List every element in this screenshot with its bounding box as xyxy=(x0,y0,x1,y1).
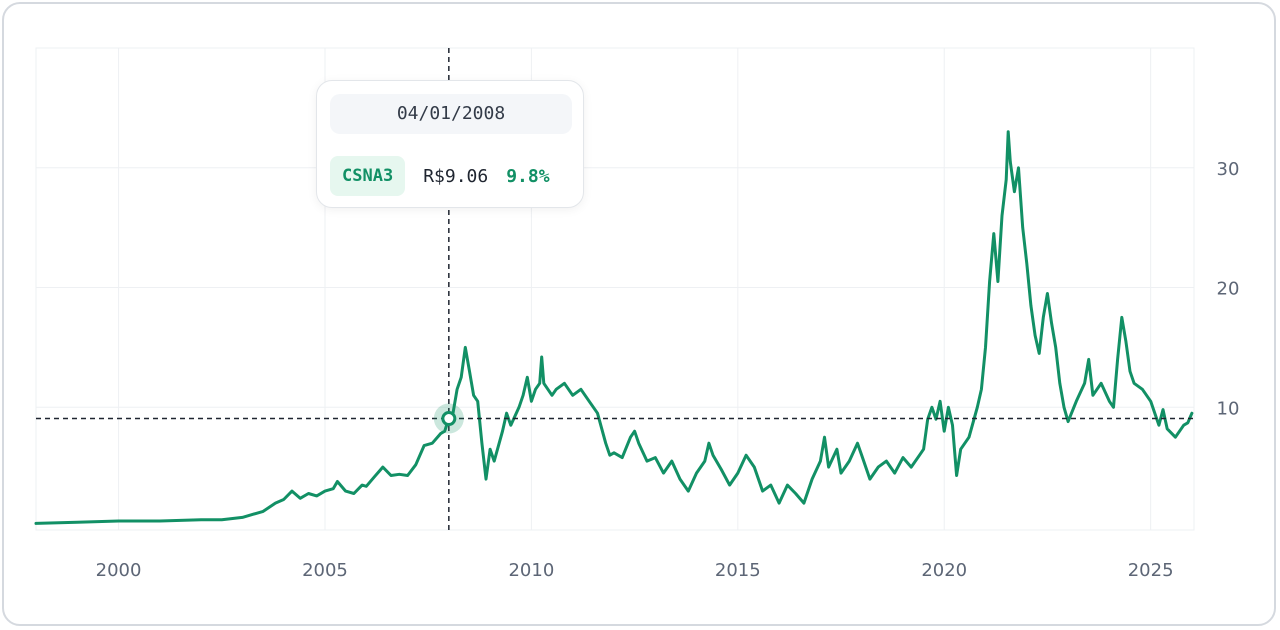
x-tick-label: 2015 xyxy=(715,560,761,581)
x-tick-label: 2020 xyxy=(921,560,967,581)
tooltip-change: 9.8% xyxy=(506,165,550,187)
grid xyxy=(35,47,1195,531)
ticker-badge: CSNA3 xyxy=(330,156,406,196)
y-tick-label: 10 xyxy=(1217,398,1240,419)
tooltip-row: CSNA3 R$9.06 9.8% xyxy=(330,155,550,197)
hover-tooltip: 04/01/2008 CSNA3 R$9.06 9.8% xyxy=(316,80,584,208)
series-line-csna3 xyxy=(34,130,1194,525)
tooltip-date: 04/01/2008 xyxy=(330,94,572,134)
x-tick-label: 2025 xyxy=(1128,560,1174,581)
series-layer xyxy=(34,130,1194,525)
y-tick-label: 30 xyxy=(1217,159,1240,180)
crosshair xyxy=(36,48,1194,530)
x-tick-label: 2010 xyxy=(508,560,554,581)
x-axis: 2000 2005 2010 2015 2020 2025 xyxy=(96,560,1174,581)
hover-point xyxy=(441,411,457,427)
x-tick-label: 2000 xyxy=(96,560,142,581)
plot-frame xyxy=(35,47,1195,531)
x-tick-label: 2005 xyxy=(302,560,348,581)
tooltip-price: R$9.06 xyxy=(423,165,489,187)
y-axis: 10 20 30 xyxy=(1217,159,1240,420)
y-tick-label: 20 xyxy=(1217,279,1240,300)
